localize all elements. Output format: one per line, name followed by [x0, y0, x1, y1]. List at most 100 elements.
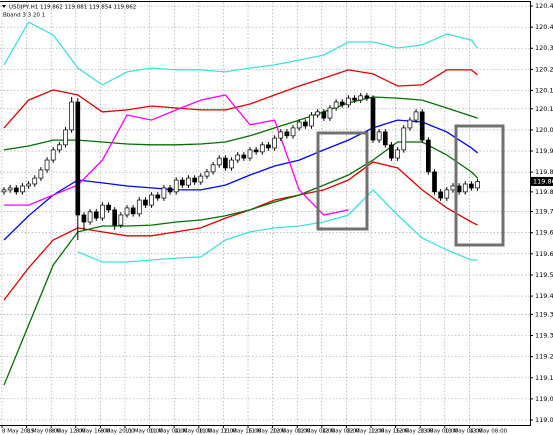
y-tick-label: 120.485 [535, 2, 553, 10]
candle-body [321, 111, 327, 119]
y-tick-label: 119.53 [535, 271, 553, 279]
indicator-line [3, 69, 479, 129]
candle-body [149, 194, 154, 206]
candle-body [13, 187, 19, 193]
x-tick-label: 13 May 00:00 [420, 429, 458, 435]
candle-body [106, 204, 111, 211]
candle-body [38, 169, 44, 179]
x-tick-label: 13 May 04:00 [445, 429, 483, 435]
title-marker [2, 5, 6, 8]
candle-body [44, 159, 50, 171]
x-tick-label: 12 May 08:00 [322, 429, 360, 435]
x-tick-label: 12 May 12:00 [346, 429, 384, 435]
candle-body [7, 187, 13, 191]
candle-body [413, 111, 419, 121]
candle-body [266, 144, 271, 149]
x-tick-label: 13 May 08:00 [469, 429, 507, 435]
y-tick-label: 119.68 [535, 229, 553, 237]
candle-body [352, 97, 357, 101]
candle-body [419, 111, 425, 141]
candle-body [432, 171, 437, 193]
current-price-box [531, 176, 553, 186]
x-tick-label: 11 May 12:00 [199, 429, 237, 435]
candle-body [284, 131, 290, 137]
x-tick-label: 12 May 00:00 [273, 429, 311, 435]
y-tick-label: 119.165 [535, 374, 553, 382]
candle-body [93, 211, 99, 219]
candle-body [136, 199, 142, 215]
candle-body [167, 187, 173, 193]
candle-body [235, 154, 241, 161]
grid [0, 2, 530, 425]
candle-body [130, 207, 136, 215]
candle-body [309, 114, 314, 127]
y-tick-label: 119.09 [535, 395, 553, 403]
candle-body [272, 137, 277, 149]
y-tick-label: 120.045 [535, 126, 553, 134]
candle-body [346, 97, 351, 106]
x-tick-label: 11 May 16:00 [223, 429, 261, 435]
candle-body [173, 179, 179, 193]
candle-body [56, 144, 62, 151]
indicator-line [4, 94, 349, 216]
x-tick-label: 8 May 12:00 [51, 429, 86, 435]
x-tick-label: 11 May 00:00 [125, 429, 163, 435]
candle-body [143, 199, 148, 206]
candle-body [216, 157, 222, 166]
x-tick-label: 12 May 04:00 [297, 429, 335, 435]
candle-body [112, 209, 118, 226]
candle-body [198, 175, 204, 183]
highlight-box [454, 124, 505, 247]
indicator-line [77, 188, 478, 263]
candle-body [87, 211, 93, 223]
candle-body [20, 185, 25, 193]
y-tick-label: 120.12 [535, 105, 553, 113]
candle-body [186, 177, 191, 186]
candle-body [296, 121, 302, 129]
candle-body [339, 101, 345, 106]
candle-body [389, 144, 394, 159]
indicator-lines [3, 21, 479, 386]
indicator-line [3, 21, 479, 86]
y-tick-label: 119.825 [535, 188, 553, 196]
y-tick-label: 119.97 [535, 147, 553, 155]
candle-body [223, 157, 228, 169]
candle-body [241, 154, 247, 159]
candle-body [456, 185, 462, 193]
candle-body [63, 129, 68, 146]
y-tick-label: 119.455 [535, 292, 553, 300]
x-tick-label: 12 May 16:00 [371, 429, 409, 435]
candle-body [1, 189, 7, 193]
candle-body [370, 97, 376, 141]
candle-body [26, 183, 31, 187]
candle-body [210, 164, 216, 173]
y-tick-label: 120.335 [535, 44, 553, 52]
y-tick-label: 119.39 [535, 310, 553, 318]
candle-body [81, 214, 87, 223]
candle-body [50, 149, 56, 161]
y-tick-label: 120.185 [535, 86, 553, 94]
y-tick-label: 119.24 [535, 353, 553, 361]
candle-body [469, 183, 474, 189]
indicator-line [3, 119, 479, 241]
candle-body [315, 111, 320, 116]
candle-body [278, 131, 284, 139]
candle-body [475, 181, 480, 189]
x-tick-label: 8 May 20:00 [100, 429, 135, 435]
candle-body [444, 189, 450, 199]
candle-body [124, 207, 130, 216]
chart-title: USDJPY,H1 119.862 119.881 119.854 119.86… [9, 5, 136, 11]
candles [1, 93, 480, 241]
x-tick-label: 12 May 20:00 [396, 429, 434, 435]
x-tick-label: 11 May 20:00 [248, 429, 286, 435]
candle-body [247, 149, 253, 159]
candle-body [462, 183, 468, 193]
candle-body [118, 214, 124, 226]
y-tick-label: 119.895 [535, 168, 553, 176]
y-tick-label: 119.015 [535, 416, 553, 424]
candle-body [155, 194, 161, 199]
candle-body [192, 177, 197, 183]
candle-body [100, 204, 105, 219]
candle-body [180, 179, 185, 186]
